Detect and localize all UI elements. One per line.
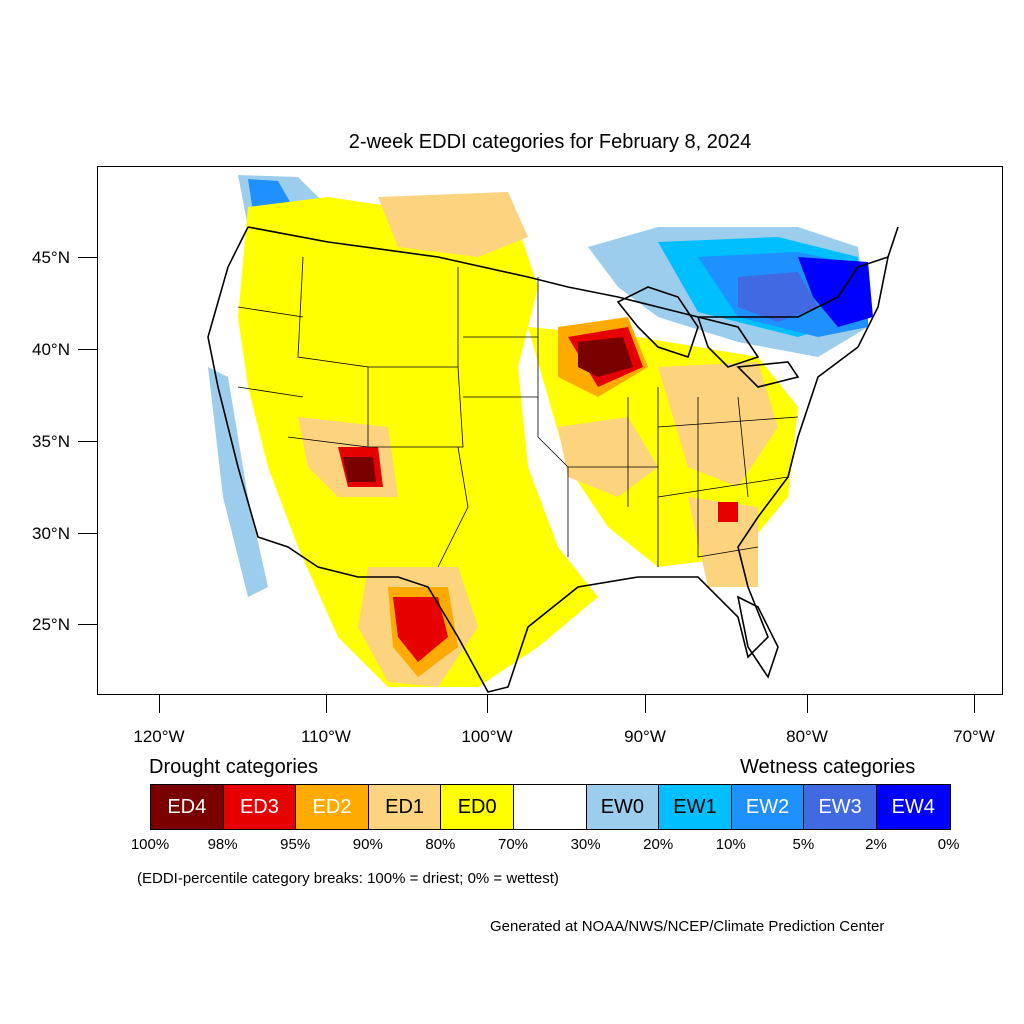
percent-break-label: 95% — [280, 836, 311, 853]
lat-label-45: 45°N — [32, 248, 70, 267]
lon-label-120: 120°W — [133, 727, 185, 746]
legend-cell-ew4: EW4 — [876, 785, 950, 829]
legend-cell-neutral — [513, 785, 587, 829]
southeast-ed1 — [688, 497, 758, 587]
legend-cell-ed4: ED4 — [151, 785, 224, 829]
lat-tick — [78, 441, 97, 442]
percent-break-label: 0% — [937, 836, 960, 853]
coast-wet — [208, 367, 268, 597]
drought-heading: Drought categories — [149, 756, 318, 778]
plains-ed0 — [238, 197, 598, 687]
lon-tick — [645, 695, 646, 713]
northeast-wet-max — [798, 257, 873, 327]
lat-tick — [78, 533, 97, 534]
percent-break-label: 90% — [352, 836, 383, 853]
lon-tick — [159, 695, 160, 713]
category-note: (EDDI-percentile category breaks: 100% =… — [137, 870, 559, 887]
lon-label-80: 80°W — [786, 727, 828, 746]
iowa-ed4 — [578, 337, 633, 377]
percent-break-label: 30% — [570, 836, 601, 853]
eddi-map — [207, 175, 899, 693]
lon-label-90: 90°W — [624, 727, 666, 746]
sw-ed4 — [343, 457, 376, 482]
lat-tick — [78, 349, 97, 350]
percent-break-label: 100% — [130, 836, 170, 853]
legend-cell-ed1: ED1 — [368, 785, 442, 829]
lon-label-100: 100°W — [461, 727, 513, 746]
credit-line: Generated at NOAA/NWS/NCEP/Climate Predi… — [490, 918, 885, 935]
great-lakes — [616, 286, 800, 388]
lat-label-35: 35°N — [32, 432, 70, 451]
legend-cell-ew2: EW2 — [731, 785, 805, 829]
legend-cell-ew3: EW3 — [804, 785, 877, 829]
midwest-ed1 — [558, 417, 658, 497]
map-title: 2-week EDDI categories for February 8, 2… — [348, 131, 752, 153]
texas-ed3 — [393, 597, 448, 662]
percent-break-label: 10% — [715, 836, 746, 853]
lat-tick — [78, 257, 97, 258]
lat-tick — [78, 624, 97, 625]
northeast-wet-ew3 — [738, 272, 818, 322]
lon-tick — [974, 695, 975, 713]
boundaries — [207, 226, 899, 693]
lat-label-30: 30°N — [32, 524, 70, 543]
percent-break-label: 20% — [643, 836, 674, 853]
percent-break-label: 2% — [865, 836, 887, 853]
percent-break-label: 5% — [792, 836, 815, 853]
north-ed1 — [378, 192, 528, 257]
drought-areas — [238, 192, 798, 687]
legend-cell-ed0: ED0 — [441, 785, 514, 829]
ga-ed3 — [718, 502, 738, 522]
lon-label-110: 110°W — [301, 727, 351, 746]
conus-outline — [207, 226, 899, 693]
wetness-heading: Wetness categories — [740, 756, 916, 778]
lon-label-70: 70°W — [953, 727, 995, 746]
percent-break-label: 80% — [425, 836, 456, 853]
map-panel — [97, 166, 1003, 695]
percent-break-label: 70% — [497, 836, 529, 853]
legend-cell-ew0: EW0 — [586, 785, 660, 829]
lon-tick — [807, 695, 808, 713]
legend-cell-ew1: EW1 — [659, 785, 732, 829]
state-lines — [237, 256, 799, 568]
east-ed1 — [658, 362, 778, 487]
legend-cell-ed3: ED3 — [223, 785, 297, 829]
lon-tick — [487, 695, 488, 713]
percent-break-label: 98% — [207, 836, 238, 853]
florida — [736, 595, 779, 679]
lon-tick — [326, 695, 327, 713]
lat-label-40: 40°N — [32, 340, 70, 359]
lat-label-25: 25°N — [32, 615, 70, 634]
legend-cell-ed2: ED2 — [296, 785, 369, 829]
legend-color-bar: ED4 ED3 ED2 ED1 ED0 EW0 EW1 EW2 EW3 EW4 — [150, 784, 951, 830]
